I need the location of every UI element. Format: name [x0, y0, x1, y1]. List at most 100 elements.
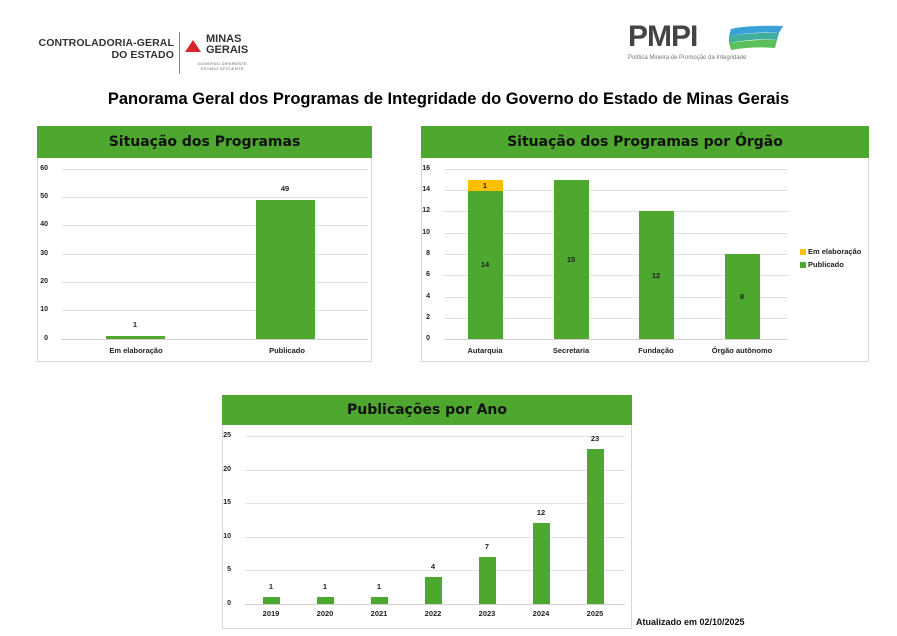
x-tick: 2022 [424, 609, 442, 618]
gridline [444, 297, 788, 298]
minas-triangle-icon [185, 40, 201, 52]
chart-title: Publicações por Ano [222, 395, 632, 425]
y-tick: 10 [40, 306, 48, 313]
y-tick: 20 [223, 466, 231, 473]
bar-2025 [587, 449, 604, 604]
gridline [62, 282, 368, 283]
chart-situacao-por-orgao: Situação dos Programas por Órgão 1 14 15… [421, 126, 869, 362]
gridline [444, 254, 788, 255]
x-tick: Em elaboração [109, 346, 163, 355]
x-tick: 2023 [478, 609, 496, 618]
y-tick: 0 [426, 335, 430, 342]
data-label: 1 [482, 181, 488, 190]
data-label: 14 [480, 260, 490, 269]
chart-title: Situação dos Programas por Órgão [421, 126, 869, 158]
gridline [62, 310, 368, 311]
x-axis-line [444, 339, 788, 340]
legend-item-em-elaboracao: Em elaboração [800, 245, 861, 258]
x-tick: 2025 [586, 609, 604, 618]
y-tick: 16 [422, 165, 430, 172]
chart-publicacoes-por-ano: Publicações por Ano 1 1 1 4 7 12 23 25 2… [222, 395, 632, 629]
cge-minas-logo: CONTROLADORIA-GERAL DO ESTADO MINAS GERA… [38, 32, 268, 74]
gridline [62, 197, 368, 198]
y-tick: 6 [426, 271, 430, 278]
plot-area: 1 1 1 4 7 12 23 [245, 434, 625, 605]
gridline [444, 233, 788, 234]
x-tick: Autarquia [467, 346, 503, 355]
gridline [444, 190, 788, 191]
page-title: Panorama Geral dos Programas de Integrid… [107, 90, 790, 108]
data-label: 49 [280, 184, 290, 193]
gridline [245, 436, 625, 437]
logo-divider [179, 32, 180, 74]
cge-line1: CONTROLADORIA-GERAL [38, 37, 174, 49]
bar-fundacao-publicado [639, 211, 674, 339]
data-label: 12 [536, 508, 546, 517]
bar-2021 [371, 597, 388, 604]
y-tick: 12 [422, 207, 430, 214]
y-tick: 30 [40, 250, 48, 257]
data-label: 1 [268, 582, 274, 591]
minas-tagline: GOVERNO DIFERENTE. ESTADO EFICIENTE. [188, 61, 258, 71]
mg-tagline1: GOVERNO DIFERENTE. [197, 61, 249, 66]
bar-autarquia-publicado [468, 191, 503, 339]
gridline [444, 169, 788, 170]
y-tick: 4 [426, 293, 430, 300]
mg-line1: MINAS [206, 33, 242, 45]
x-tick: Órgão autônomo [711, 346, 773, 355]
data-label: 15 [566, 255, 576, 264]
y-tick: 20 [40, 278, 48, 285]
data-label: 1 [132, 320, 138, 329]
bar-2023 [479, 557, 496, 604]
gridline [444, 318, 788, 319]
chart-legend: Em elaboração Publicado [800, 245, 861, 271]
x-axis-line [245, 604, 625, 605]
chart-situacao-programas: Situação dos Programas 1 49 60 50 40 30 … [37, 126, 372, 362]
y-tick: 8 [426, 250, 430, 257]
data-label: 1 [322, 582, 328, 591]
data-label: 7 [484, 542, 490, 551]
y-tick: 0 [227, 600, 231, 607]
gridline [245, 537, 625, 538]
x-tick: 2020 [316, 609, 334, 618]
y-tick: 10 [422, 229, 430, 236]
y-tick: 25 [223, 432, 231, 439]
gridline [245, 470, 625, 471]
legend-label: Em elaboração [808, 247, 862, 256]
bar-em-elaboracao [106, 336, 165, 339]
y-tick: 2 [426, 314, 430, 321]
gridline [62, 225, 368, 226]
gridline [444, 275, 788, 276]
gridline [444, 211, 788, 212]
data-label: 23 [590, 434, 600, 443]
pmpi-waves-icon [729, 25, 783, 50]
x-tick: Publicado [269, 346, 305, 355]
legend-item-publicado: Publicado [800, 258, 861, 271]
legend-label: Publicado [808, 260, 844, 269]
y-tick: 60 [40, 165, 48, 172]
y-tick: 40 [40, 221, 48, 228]
pmpi-wordmark: PMPI [628, 20, 698, 53]
pmpi-logo: PMPI Política Mineira de Promoção da Int… [628, 22, 788, 64]
x-tick: 2021 [370, 609, 388, 618]
mg-tagline2: ESTADO EFICIENTE. [200, 66, 246, 71]
bar-orgao-autonomo-publicado [725, 254, 760, 339]
bar-secretaria-publicado [554, 180, 589, 339]
y-tick: 0 [44, 335, 48, 342]
bar-autarquia-em-elaboracao [468, 180, 503, 191]
y-tick: 5 [227, 566, 231, 573]
mg-line2: GERAIS [206, 44, 249, 56]
bar-publicado [256, 200, 315, 339]
cge-logo-text: CONTROLADORIA-GERAL DO ESTADO [38, 37, 174, 61]
legend-swatch-green [800, 261, 806, 268]
data-label: 4 [430, 562, 436, 571]
gridline [245, 503, 625, 504]
data-label: 1 [376, 582, 382, 591]
legend-swatch-yellow [800, 248, 806, 255]
plot-area: 1 14 15 12 8 [444, 169, 788, 340]
gridline [245, 570, 625, 571]
x-axis-line [62, 339, 368, 340]
plot-area: 1 49 [62, 169, 368, 340]
x-tick: 2024 [532, 609, 550, 618]
y-tick: 10 [223, 533, 231, 540]
